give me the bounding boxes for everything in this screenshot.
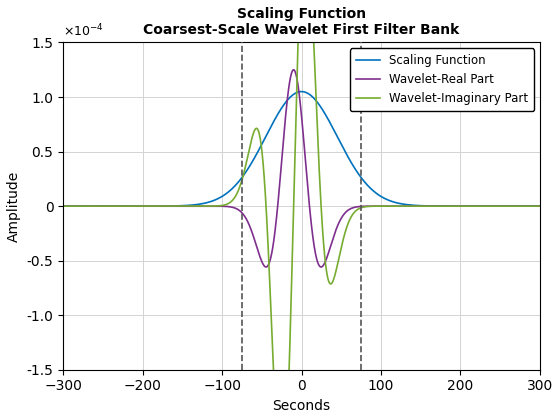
Wavelet-Imaginary Part [170, 204, 177, 209]
X-axis label: Seconds: Seconds [273, 399, 330, 413]
Wavelet-Real Part [175, 204, 182, 209]
Scaling Function [175, 203, 182, 208]
Wavelet-Imaginary Part [240, 174, 246, 179]
Wavelet-Real Part [170, 204, 177, 209]
Scaling Function [240, 174, 246, 179]
Wavelet-Imaginary Part [173, 204, 180, 209]
Y-axis label: Amplitude: Amplitude [7, 171, 21, 242]
Text: $\times10^{-4}$: $\times10^{-4}$ [63, 23, 104, 39]
Scaling Function [60, 204, 67, 209]
Scaling Function [536, 204, 543, 209]
Line: Wavelet-Imaginary Part: Wavelet-Imaginary Part [63, 0, 540, 420]
Scaling Function [533, 204, 539, 209]
Wavelet-Real Part [536, 204, 543, 209]
Scaling Function [173, 203, 180, 208]
Wavelet-Real Part [533, 204, 540, 209]
Wavelet-Real Part [290, 67, 297, 72]
Wavelet-Real Part [273, 213, 280, 218]
Wavelet-Real Part [240, 211, 246, 216]
Wavelet-Real Part [60, 204, 67, 209]
Line: Wavelet-Real Part: Wavelet-Real Part [63, 70, 540, 267]
Wavelet-Imaginary Part [60, 204, 67, 209]
Title: Scaling Function
Coarsest-Scale Wavelet First Filter Bank: Scaling Function Coarsest-Scale Wavelet … [143, 7, 460, 37]
Scaling Function [273, 113, 280, 118]
Line: Scaling Function: Scaling Function [63, 92, 540, 206]
Wavelet-Imaginary Part [175, 204, 182, 209]
Wavelet-Real Part [173, 204, 180, 209]
Scaling Function [170, 203, 177, 208]
Wavelet-Imaginary Part [536, 204, 543, 209]
Wavelet-Imaginary Part [533, 204, 540, 209]
Scaling Function [298, 89, 305, 94]
Legend: Scaling Function, Wavelet-Real Part, Wavelet-Imaginary Part: Scaling Function, Wavelet-Real Part, Wav… [350, 48, 534, 111]
Wavelet-Real Part [318, 265, 324, 270]
